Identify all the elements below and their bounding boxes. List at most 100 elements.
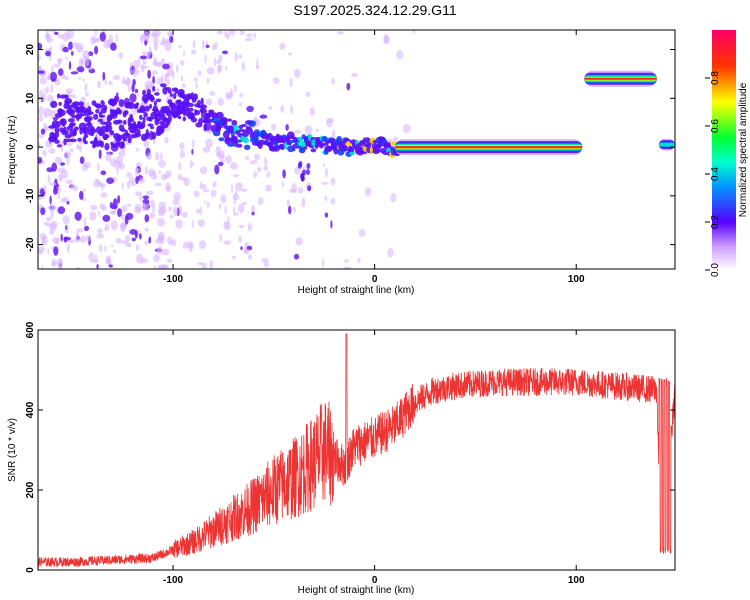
noise-blob [49, 195, 52, 205]
ridge-blob [302, 169, 306, 176]
noise-blob [151, 30, 158, 38]
noise-blob [156, 61, 162, 68]
ridge-blob [200, 97, 204, 106]
noise-blob [230, 88, 233, 98]
y-tick-label: 600 [25, 321, 36, 338]
noise-blob [247, 222, 252, 232]
ridge-blob [64, 97, 73, 105]
spectrogram-y-axis-label: Frequency (Hz) [7, 116, 18, 185]
ridge-blob [298, 161, 303, 167]
noise-blob [90, 204, 98, 211]
ridge-blob [187, 107, 194, 112]
ridge-blob [125, 132, 131, 139]
ridge-blob [73, 126, 80, 131]
noise-blob [246, 33, 253, 38]
ridge-blob [97, 118, 104, 123]
noise-blob [106, 177, 114, 184]
noise-blob [40, 207, 46, 216]
noise-blob [134, 206, 142, 214]
noise-blob [343, 266, 352, 269]
noise-blob [219, 150, 225, 158]
ridge-blob [310, 148, 317, 153]
noise-blob [129, 93, 137, 103]
noise-blob [96, 233, 105, 239]
noise-blob [279, 42, 286, 50]
noise-blob [210, 189, 217, 198]
snr-y-axis-label: SNR (10 * v/v) [7, 418, 18, 482]
noise-blob [177, 44, 182, 48]
noise-blob [148, 236, 152, 244]
noise-blob [122, 75, 126, 84]
noise-blob [129, 69, 133, 74]
ridge-blob [169, 102, 177, 109]
noise-blob [144, 165, 148, 175]
noise-blob [189, 159, 193, 169]
ridge-blob [78, 101, 84, 107]
noise-blob [288, 205, 292, 215]
ridge-blob [198, 118, 203, 125]
noise-blob [146, 190, 154, 196]
noise-blob [53, 187, 58, 195]
noise-blob [205, 138, 213, 148]
noise-blob [238, 54, 243, 59]
band-layer [584, 77, 657, 80]
noise-blob [57, 206, 66, 215]
ridge-blob [67, 108, 76, 117]
noise-blob [110, 220, 118, 231]
ridge-blob [227, 143, 235, 147]
noise-blob [144, 214, 150, 223]
noise-blob [162, 264, 169, 269]
noise-blob [103, 40, 111, 49]
noise-blob [191, 139, 195, 149]
noise-blob [139, 177, 145, 184]
ridge-blob [128, 118, 135, 122]
ridge-blob [91, 128, 97, 134]
noise-blob [225, 66, 228, 71]
noise-blob [244, 37, 253, 42]
noise-blob [204, 200, 207, 204]
noise-blob [234, 190, 237, 196]
noise-blob [165, 72, 169, 78]
ridge-blob [70, 122, 76, 127]
noise-blob [213, 57, 217, 67]
noise-blob [60, 74, 67, 80]
noise-blob [216, 30, 224, 35]
noise-blob [57, 174, 62, 182]
noise-blob [228, 30, 236, 36]
ridge-blob [63, 126, 67, 134]
noise-blob [241, 61, 246, 71]
noise-blob [130, 62, 133, 70]
noise-blob [387, 247, 394, 258]
noise-blob [246, 105, 254, 113]
noise-blob [257, 197, 264, 206]
noise-blob [48, 109, 56, 119]
noise-blob [249, 160, 258, 165]
noise-blob [57, 191, 60, 200]
noise-blob [98, 210, 101, 216]
noise-blob [105, 152, 112, 162]
snr-panel: -100 0 100 0 200 400 600 Height of straight li… [7, 321, 676, 596]
noise-blob [41, 265, 44, 269]
noise-blob [117, 208, 122, 218]
noise-blob [64, 229, 69, 234]
noise-blob [180, 75, 184, 82]
noise-blob [46, 94, 54, 102]
ridge-blob [236, 143, 243, 148]
noise-blob [205, 44, 210, 49]
noise-blob [197, 70, 202, 76]
noise-blob [234, 52, 238, 62]
ridge-blob [136, 102, 140, 106]
noise-blob [383, 34, 389, 44]
noise-blob [217, 64, 223, 72]
noise-blob [324, 212, 329, 218]
noise-blob [126, 172, 133, 178]
noise-blob [143, 139, 150, 148]
noise-blob [223, 240, 232, 245]
noise-blob [49, 204, 57, 212]
noise-blob [108, 264, 113, 268]
noise-blob [118, 51, 123, 60]
noise-blob [47, 174, 51, 183]
noise-blob [212, 43, 216, 51]
ridge-blob [369, 146, 374, 154]
